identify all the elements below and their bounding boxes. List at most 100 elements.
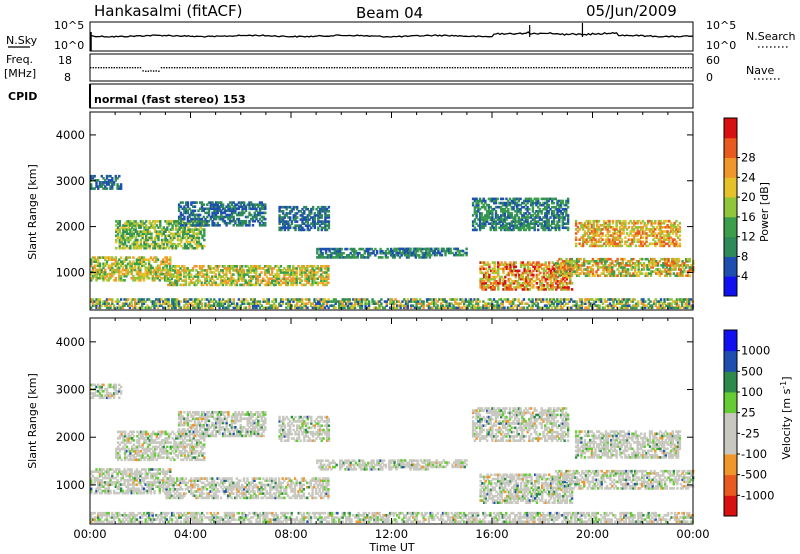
heatmap-cell <box>516 271 519 275</box>
heatmap-cell <box>535 261 539 264</box>
heatmap-cell <box>174 275 177 278</box>
heatmap-cell <box>502 284 505 287</box>
heatmap-cell <box>116 234 120 238</box>
heatmap-cell <box>510 199 513 203</box>
heatmap-cell <box>603 221 606 225</box>
heatmap-cell <box>104 270 107 274</box>
heatmap-cell <box>669 242 673 246</box>
heatmap-cell <box>556 270 559 273</box>
heatmap-cell <box>111 256 114 259</box>
heatmap-cell <box>649 306 652 310</box>
freq-dot <box>336 67 338 69</box>
heatmap-cell <box>621 300 624 303</box>
heatmap-cell <box>244 207 248 211</box>
heatmap-cell <box>500 197 503 201</box>
heatmap-cell <box>199 244 202 248</box>
heatmap-cell <box>677 260 681 263</box>
heatmap-cell <box>242 277 246 280</box>
heatmap-cell <box>670 260 674 263</box>
heatmap-cell <box>167 220 171 223</box>
heatmap-cell <box>214 275 217 278</box>
heatmap-cell <box>558 268 561 271</box>
heatmap-cell <box>159 220 162 223</box>
heatmap-cell <box>671 226 674 229</box>
heatmap-cell <box>354 256 358 259</box>
heatmap-cell <box>668 238 671 241</box>
heatmap-cell <box>227 298 230 301</box>
heatmap-cell <box>507 228 510 232</box>
heatmap-cell <box>230 201 234 204</box>
heatmap-cell <box>165 276 168 280</box>
heatmap-cell <box>176 238 180 242</box>
heatmap-cell <box>170 298 174 301</box>
heatmap-cell <box>665 266 668 269</box>
heatmap-cell <box>651 257 654 261</box>
heatmap-cell <box>225 267 228 270</box>
heatmap-cell <box>241 269 244 272</box>
heatmap-cell <box>626 300 629 303</box>
heatmap-cell <box>179 219 183 223</box>
heatmap-cell <box>146 268 149 272</box>
heatmap-cell <box>417 247 421 251</box>
heatmap-cell <box>503 214 506 217</box>
heatmap-cell <box>536 304 540 307</box>
heatmap-cell <box>518 273 521 277</box>
heatmap-cell <box>163 302 167 305</box>
heatmap-cell <box>100 270 103 274</box>
heatmap-cell <box>609 262 612 265</box>
heatmap-cell <box>525 277 528 281</box>
heatmap-cell <box>134 262 137 266</box>
heatmap-cell <box>646 272 649 275</box>
heatmap-cell <box>339 304 343 307</box>
heatmap-cell <box>531 302 534 305</box>
heatmap-cell <box>139 272 142 276</box>
heatmap-cell <box>518 275 521 279</box>
heatmap-cell <box>570 288 574 291</box>
heatmap-cell <box>663 302 666 305</box>
heatmap-cell <box>649 274 653 277</box>
heatmap-cell <box>257 219 260 223</box>
heatmap-cell <box>102 264 105 268</box>
heatmap-cell <box>204 211 207 215</box>
heatmap-cell <box>401 304 404 307</box>
heatmap-cell <box>214 281 217 285</box>
heatmap-cell <box>201 246 204 250</box>
heatmap-cell <box>683 262 686 265</box>
heatmap-cell <box>264 207 267 211</box>
heatmap-cell <box>155 276 158 280</box>
heatmap-cell <box>419 256 423 259</box>
heatmap-cell <box>123 264 126 268</box>
heatmap-cell <box>619 266 623 269</box>
heatmap-cell <box>480 201 484 205</box>
heatmap-cell <box>483 263 486 266</box>
heatmap-cell <box>123 222 127 225</box>
heatmap-cell <box>498 263 502 266</box>
heatmap-cell <box>410 306 413 310</box>
heatmap-cell <box>583 264 586 267</box>
heatmap-cell <box>521 284 524 287</box>
heatmap-cell <box>274 265 277 268</box>
heatmap-cell <box>165 266 168 270</box>
heatmap-cell <box>617 302 620 305</box>
heatmap-cell <box>348 298 351 301</box>
heatmap-cell <box>618 262 621 265</box>
heatmap-cell <box>481 282 484 285</box>
heatmap-cell <box>683 270 686 273</box>
heatmap-cell <box>535 304 538 307</box>
heatmap-cell <box>325 283 328 287</box>
heatmap-cell <box>569 279 572 283</box>
heatmap-cell <box>356 251 359 255</box>
heatmap-cell <box>508 224 512 227</box>
heatmap-cell <box>193 265 196 268</box>
freq-dot <box>181 67 184 69</box>
heatmap-cell <box>617 236 620 239</box>
heatmap-cell <box>527 304 531 307</box>
heatmap-cell <box>563 268 566 271</box>
heatmap-cell <box>98 270 102 274</box>
heatmap-cell <box>419 247 422 251</box>
heatmap-cell <box>179 283 182 287</box>
heatmap-cell <box>239 271 242 274</box>
heatmap-cell <box>550 300 554 303</box>
heatmap-cell <box>353 251 356 255</box>
heatmap-cell <box>679 298 682 301</box>
